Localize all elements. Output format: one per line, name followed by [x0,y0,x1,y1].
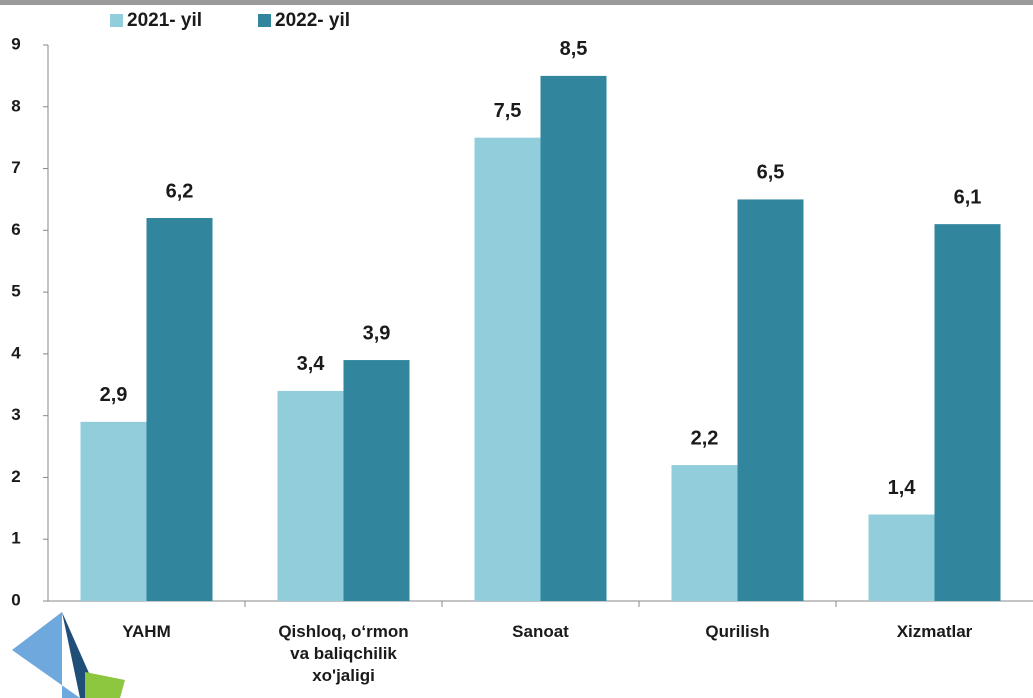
bar [147,218,213,601]
decor-triangle [12,612,80,698]
chart: 0 1 2 3 4 5 6 7 8 9 2021- yil 2022- yil 2,9 6,2 3,4 3,9… [0,0,1033,698]
x-tick-label: YAHM [72,621,222,643]
x-tick-label: Qurilish [663,621,813,643]
chart-svg: 0 1 2 3 4 5 6 7 8 9 2021- yil 2022- yil 2,9 6,2 3,4 3,9… [0,0,1033,698]
data-label: 3,4 [297,353,326,375]
y-tick-label: 1 [11,529,20,548]
data-label: 1,4 [888,477,917,499]
data-label: 8,5 [560,38,588,60]
legend-label: 2022- yil [275,10,350,31]
bar [278,391,344,601]
data-label: 6,2 [166,180,194,202]
legend-label: 2021- yil [127,10,202,31]
y-tick-label: 7 [11,158,20,177]
bar [738,199,804,601]
bar [672,465,738,601]
y-tick-label: 9 [11,34,20,53]
y-tick-label: 4 [11,343,21,362]
data-label: 7,5 [494,100,522,122]
data-label: 6,5 [757,162,785,184]
bar [475,138,541,601]
bar [541,76,607,601]
decor-green [85,672,125,698]
y-tick-label: 0 [11,590,20,609]
legend-swatch [110,14,123,27]
data-label: 6,1 [954,186,982,208]
bar [869,515,935,601]
x-tick-label: Qishloq, o‘rmon va baliqchilik xo'jaligi [269,621,419,687]
x-tick-label: Xizmatlar [860,621,1010,643]
bar [344,360,410,601]
y-tick-label: 8 [11,96,20,115]
x-tick-label: Sanoat [466,621,616,643]
data-label: 2,9 [100,384,128,406]
data-label: 2,2 [691,427,719,449]
bar [81,422,147,601]
y-tick-label: 5 [11,282,20,301]
top-border [0,0,1033,5]
bar [935,224,1001,601]
y-tick-label: 2 [11,467,20,486]
y-tick-label: 3 [11,405,20,424]
legend-swatch [258,14,271,27]
y-tick-label: 6 [11,220,20,239]
data-label: 3,9 [363,322,391,344]
